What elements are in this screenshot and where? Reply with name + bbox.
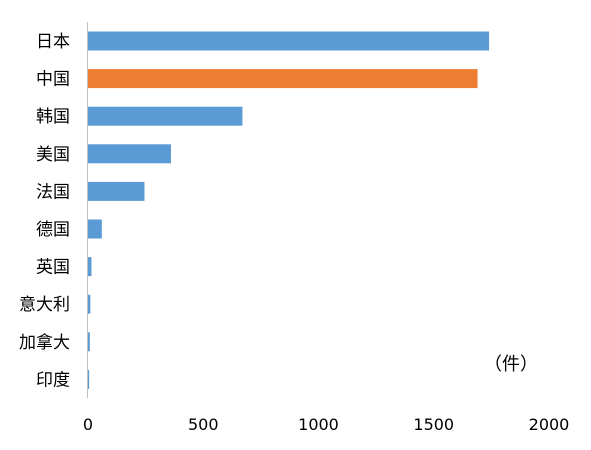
bars-group [88, 31, 490, 389]
category-label-7: 意大利 [19, 295, 70, 315]
x-tick-labels-group: 0 500 1000 1500 2000 [83, 415, 569, 434]
category-label-1: 中国 [36, 70, 70, 90]
bar-1 [88, 69, 478, 89]
bar-5 [88, 219, 102, 239]
x-tick-label-1: 500 [188, 415, 219, 434]
bar-3 [88, 144, 171, 164]
category-label-2: 韩国 [36, 107, 70, 127]
bar-8 [88, 332, 90, 352]
x-tick-label-2: 1000 [298, 415, 339, 434]
bar-2 [88, 106, 243, 126]
x-tick-label-4: 2000 [529, 415, 570, 434]
category-label-6: 英国 [36, 258, 70, 278]
category-label-3: 美国 [36, 145, 70, 165]
category-label-4: 法国 [36, 182, 70, 202]
bar-9 [88, 369, 90, 389]
unit-label: （件） [484, 354, 538, 375]
x-tick-label-0: 0 [83, 415, 93, 434]
category-label-5: 德国 [36, 220, 70, 240]
bar-6 [88, 257, 92, 277]
bar-7 [88, 294, 91, 314]
category-label-8: 加拿大 [19, 332, 70, 353]
bar-4 [88, 181, 145, 201]
bar-0 [88, 31, 490, 51]
x-tick-label-3: 1500 [413, 415, 454, 434]
category-label-0: 日本 [36, 32, 70, 52]
category-label-9: 印度 [36, 370, 70, 390]
